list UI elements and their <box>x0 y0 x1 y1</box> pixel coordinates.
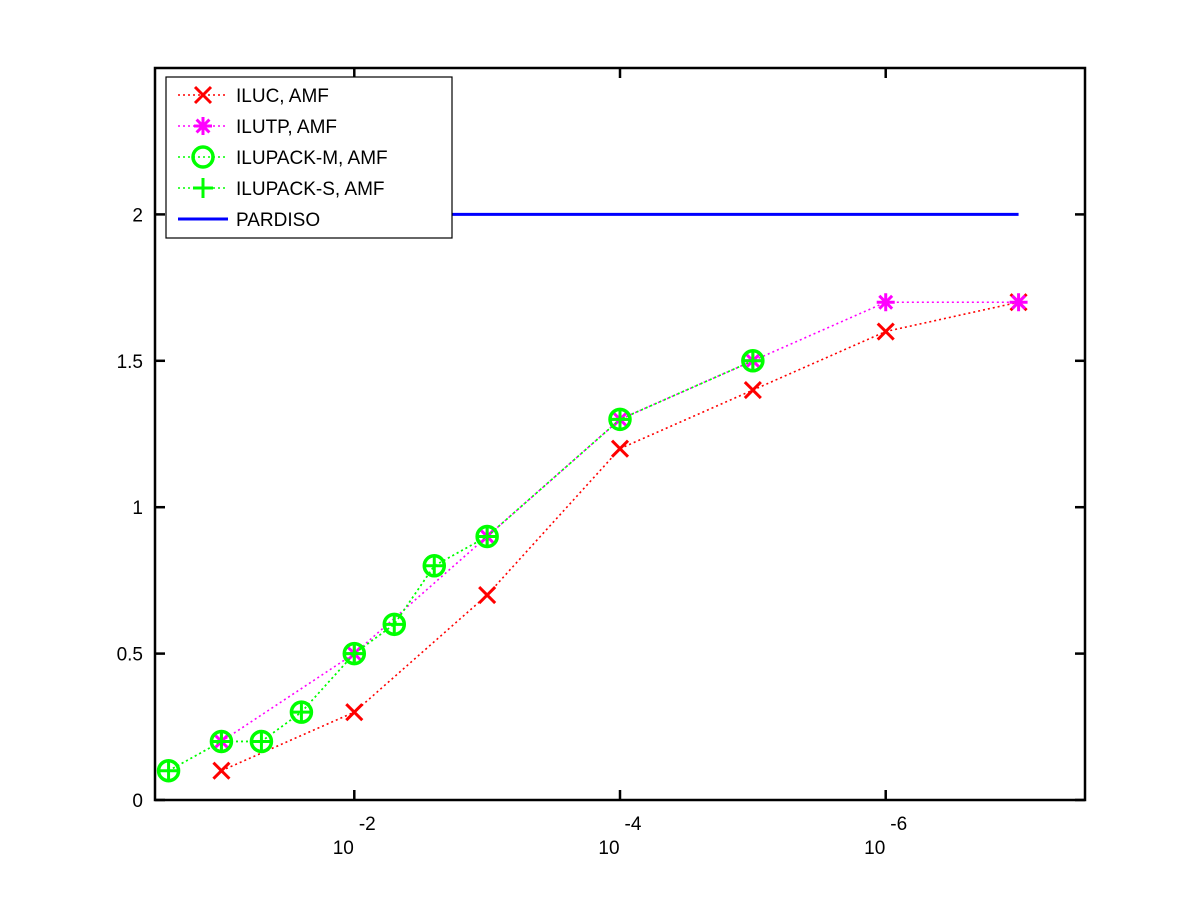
legend-marker-sample <box>194 117 212 135</box>
data-point <box>384 614 405 635</box>
data-point <box>1009 293 1028 312</box>
x-tick-label: 10-2 <box>333 814 376 859</box>
legend-entry: ILUC, AMF <box>178 85 329 107</box>
legend-entry: ILUPACK-S, AMF <box>178 178 385 200</box>
data-point <box>477 526 498 547</box>
data-point <box>876 322 895 341</box>
data-point <box>478 585 497 605</box>
legend-label: ILUPACK-S, AMF <box>236 179 385 200</box>
x-tick-base: 10 <box>598 838 619 859</box>
x-tick-base: 10 <box>864 838 885 859</box>
data-point <box>742 350 763 371</box>
legend-label: ILUPACK-M, AMF <box>236 148 388 169</box>
series-ilupack-s-amf <box>158 350 763 781</box>
x-tick-label: 10-6 <box>864 814 907 859</box>
legend-marker-sample <box>193 178 213 198</box>
data-point <box>345 703 364 722</box>
x-tick-exponent: -4 <box>625 814 642 835</box>
data-point <box>291 702 312 723</box>
data-point <box>251 731 272 752</box>
y-tick-label: 1.5 <box>117 352 143 373</box>
y-tick-label: 1 <box>132 498 143 519</box>
y-tick-label: 0 <box>132 791 143 812</box>
legend-label: ILUC, AMF <box>236 86 329 107</box>
data-point <box>158 760 179 781</box>
y-tick-label: 0.5 <box>117 645 143 666</box>
legend-entry: ILUPACK-M, AMF <box>178 145 388 169</box>
x-tick-exponent: -2 <box>359 814 376 835</box>
data-point <box>344 643 365 664</box>
data-point <box>876 293 895 312</box>
x-tick-exponent: -6 <box>890 814 907 835</box>
legend-label: ILUTP, AMF <box>236 117 337 138</box>
y-tick-label: 2 <box>132 205 143 226</box>
data-point <box>212 761 231 780</box>
data-point <box>743 381 762 400</box>
legend: ILUC, AMF ILUTP, AMF ILUPACK-M, AMF ILUPACK… <box>165 76 453 239</box>
legend-marker-sample <box>191 145 215 169</box>
data-point <box>424 555 445 576</box>
series-line <box>168 360 754 772</box>
legend-label: PARDISO <box>236 210 320 231</box>
data-point <box>610 409 630 430</box>
legend-entry: PARDISO <box>178 210 320 231</box>
series-layer <box>156 212 1028 783</box>
data-point <box>211 731 232 752</box>
x-tick-base: 10 <box>333 838 354 859</box>
legend-marker-sample <box>193 85 213 105</box>
data-point <box>610 439 630 458</box>
x-tick-label: 10 -4 <box>598 814 641 859</box>
legend-entry: ILUTP, AMF <box>178 117 337 138</box>
